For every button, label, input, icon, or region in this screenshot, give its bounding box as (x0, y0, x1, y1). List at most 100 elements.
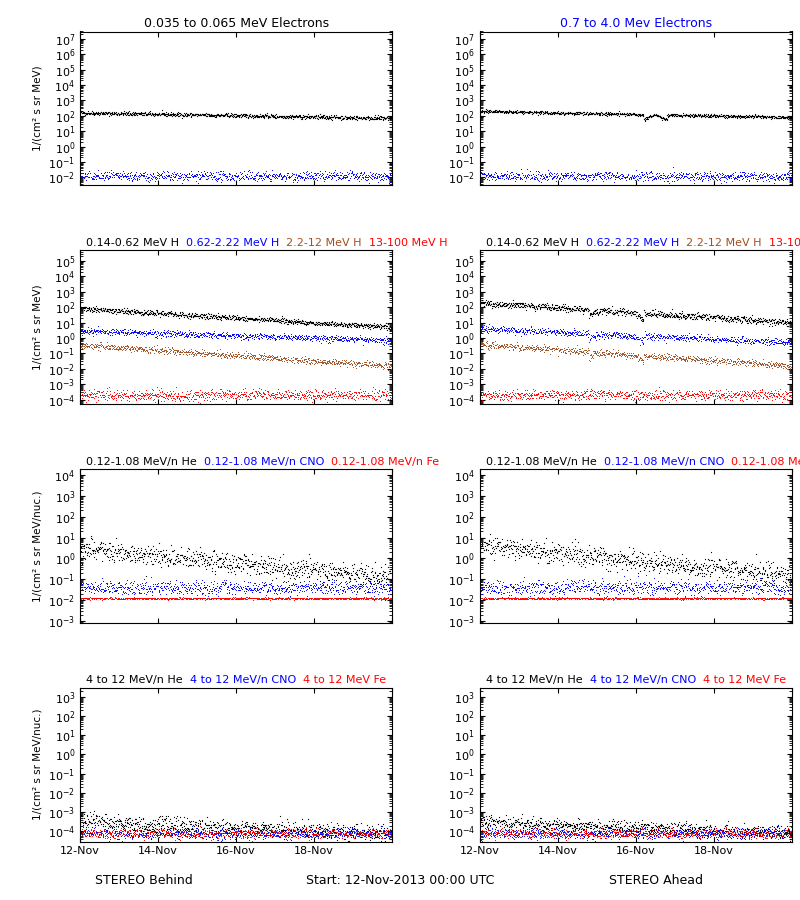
Point (574, 325, 586, 339)
Point (740, 824, 753, 838)
Point (270, 332, 282, 347)
Point (202, 346, 214, 361)
Point (492, 326, 505, 340)
Point (166, 392, 178, 407)
Point (207, 328, 220, 342)
Point (673, 826, 686, 841)
Point (243, 574, 256, 589)
Point (710, 167, 722, 182)
Point (774, 315, 787, 329)
Point (262, 312, 274, 327)
Point (764, 831, 777, 845)
Point (547, 821, 560, 835)
Point (507, 579, 520, 593)
Point (160, 825, 173, 840)
Point (622, 825, 635, 840)
Point (117, 326, 130, 340)
Point (148, 824, 161, 839)
Point (588, 821, 601, 835)
Point (550, 591, 562, 606)
Point (376, 578, 389, 592)
Point (270, 564, 283, 579)
Point (589, 591, 602, 606)
Point (734, 578, 747, 592)
Point (572, 536, 585, 550)
Point (234, 110, 247, 124)
Point (107, 580, 120, 594)
Point (518, 321, 531, 336)
Point (251, 821, 264, 835)
Point (667, 174, 680, 188)
Point (364, 110, 377, 124)
Point (276, 828, 289, 842)
Point (733, 565, 746, 580)
Point (602, 828, 615, 842)
Point (282, 353, 295, 367)
Point (194, 830, 206, 844)
Point (364, 170, 377, 184)
Point (632, 558, 645, 572)
Point (570, 169, 583, 184)
Point (486, 813, 499, 827)
Point (146, 388, 158, 402)
Point (634, 591, 647, 606)
Point (317, 590, 330, 605)
Point (546, 586, 559, 600)
Point (366, 359, 379, 374)
Point (695, 825, 708, 840)
Point (86, 580, 99, 595)
Point (114, 339, 127, 354)
Point (166, 345, 179, 359)
Point (518, 387, 530, 401)
Point (492, 389, 505, 403)
Point (330, 829, 342, 843)
Point (347, 591, 360, 606)
Point (579, 385, 592, 400)
Point (682, 557, 694, 572)
Point (246, 312, 258, 327)
Point (114, 578, 126, 592)
Point (654, 817, 666, 832)
Point (528, 817, 541, 832)
Point (335, 831, 348, 845)
Point (496, 580, 509, 595)
Point (619, 558, 632, 572)
Point (376, 359, 389, 374)
Point (652, 829, 665, 843)
Point (496, 168, 509, 183)
Point (671, 328, 684, 342)
Point (769, 824, 782, 839)
Point (350, 169, 363, 184)
Point (743, 566, 756, 580)
Point (594, 576, 607, 590)
Point (316, 586, 329, 600)
Point (217, 108, 230, 122)
Point (259, 591, 272, 606)
Point (170, 108, 183, 122)
Point (549, 589, 562, 603)
Point (136, 575, 149, 590)
Point (346, 166, 359, 181)
Point (774, 591, 787, 606)
Point (145, 592, 158, 607)
Point (104, 303, 117, 318)
Point (102, 338, 114, 352)
Point (666, 302, 678, 316)
Point (230, 821, 243, 835)
Point (293, 314, 306, 328)
Point (166, 383, 179, 398)
Point (706, 354, 718, 368)
Point (547, 340, 560, 355)
Point (570, 302, 583, 316)
Point (634, 333, 647, 347)
Point (642, 330, 654, 345)
Point (644, 590, 657, 605)
Point (312, 590, 325, 605)
Point (690, 824, 702, 839)
Point (126, 303, 138, 318)
Point (181, 108, 194, 122)
Point (752, 825, 765, 840)
Point (684, 108, 697, 122)
Point (784, 361, 797, 375)
Point (295, 353, 308, 367)
